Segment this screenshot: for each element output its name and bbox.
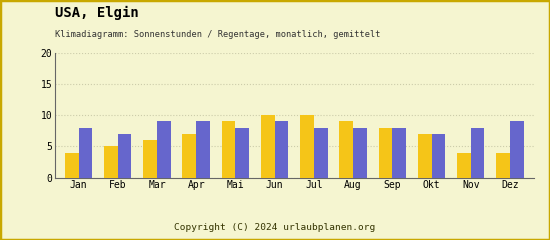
Bar: [183, 134, 196, 178]
Bar: [222, 121, 235, 178]
Text: Copyright (C) 2024 urlaubplanen.org: Copyright (C) 2024 urlaubplanen.org: [174, 223, 376, 232]
Bar: [392, 128, 406, 178]
Bar: [235, 128, 249, 178]
Text: USA, Elgin: USA, Elgin: [55, 6, 139, 20]
Bar: [510, 121, 524, 178]
Text: Klimadiagramm: Sonnenstunden / Regentage, monatlich, gemittelt: Klimadiagramm: Sonnenstunden / Regentage…: [55, 30, 381, 39]
Bar: [378, 128, 392, 178]
Bar: [457, 153, 471, 178]
Bar: [471, 128, 485, 178]
Bar: [143, 140, 157, 178]
Bar: [157, 121, 170, 178]
Legend: Sonnenstunden / Tag, Regentage / Monat: Sonnenstunden / Tag, Regentage / Monat: [158, 237, 430, 240]
Bar: [432, 134, 446, 178]
Bar: [118, 134, 131, 178]
Bar: [339, 121, 353, 178]
Bar: [65, 153, 79, 178]
Bar: [196, 121, 210, 178]
Bar: [496, 153, 510, 178]
Bar: [353, 128, 367, 178]
Bar: [418, 134, 432, 178]
Bar: [104, 146, 118, 178]
Bar: [261, 115, 274, 178]
Bar: [79, 128, 92, 178]
Bar: [314, 128, 328, 178]
Bar: [274, 121, 288, 178]
Bar: [300, 115, 314, 178]
